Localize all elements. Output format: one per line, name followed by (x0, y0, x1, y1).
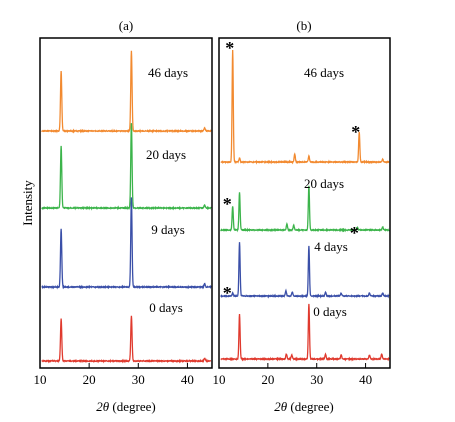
panel-a-trace-label: 46 days (148, 65, 188, 80)
panel-b-trace-0-days (220, 303, 390, 362)
panel-a-x-axis-label: 2θ (degree) (96, 399, 155, 414)
panel-a-trace-20-days (41, 123, 212, 211)
panel-a-trace-label: 20 days (146, 147, 186, 162)
y-axis-label: Intensity (20, 180, 35, 226)
panel-b-frame (218, 37, 391, 369)
x-tick-label: 30 (132, 372, 145, 387)
panel-b-trace-46-days (220, 50, 390, 165)
panel-b-trace-label: 20 days (304, 176, 344, 191)
panel-a-trace-9-days (41, 197, 212, 290)
x-tick-label: 40 (359, 372, 372, 387)
panel-b-trace-4-days (220, 242, 390, 299)
panel-a-trace-label: 0 days (149, 300, 183, 315)
star-marker: * (225, 38, 234, 58)
panel-b-trace-label: 4 days (314, 239, 348, 254)
star-marker: * (223, 194, 232, 214)
panel-a-trace-label: 9 days (151, 222, 185, 237)
panel-a-x-ticks: 10 20 30 40 (34, 363, 194, 387)
panel-a: (a) Intensity 46 days 20 days 9 days 0 days… (20, 18, 213, 414)
x-tick-label: 20 (83, 372, 96, 387)
panel-b-trace-labels: 46 days 20 days 4 days 0 days (304, 65, 348, 319)
x-tick-label: 40 (181, 372, 194, 387)
panel-b: (b) 46 days 20 days 4 days 0 days * * * * * 10 2… (213, 18, 391, 414)
panel-b-star-markers: * * * * * (223, 38, 360, 303)
panel-b-trace-20-days (220, 185, 390, 233)
panel-a-frame (39, 37, 213, 369)
x-tick-label: 30 (310, 372, 323, 387)
panel-a-trace-0-days (41, 315, 212, 364)
x-tick-label: 10 (34, 372, 47, 387)
star-marker: * (350, 223, 359, 243)
panel-b-trace-label: 46 days (304, 65, 344, 80)
star-marker: * (223, 283, 232, 303)
x-tick-label: 10 (213, 372, 226, 387)
panel-b-title: (b) (296, 18, 311, 33)
panel-b-x-ticks: 10 20 30 40 (213, 363, 372, 387)
panel-b-trace-label: 0 days (313, 304, 347, 319)
panel-a-trace-46-days (41, 50, 212, 134)
x-tick-label: 20 (261, 372, 274, 387)
panel-a-title: (a) (119, 18, 133, 33)
panel-a-traces (41, 50, 212, 364)
panel-b-x-axis-label: 2θ (degree) (274, 399, 333, 414)
panel-a-trace-labels: 46 days 20 days 9 days 0 days (146, 65, 188, 315)
panel-b-traces (220, 50, 390, 362)
star-marker: * (351, 122, 360, 142)
